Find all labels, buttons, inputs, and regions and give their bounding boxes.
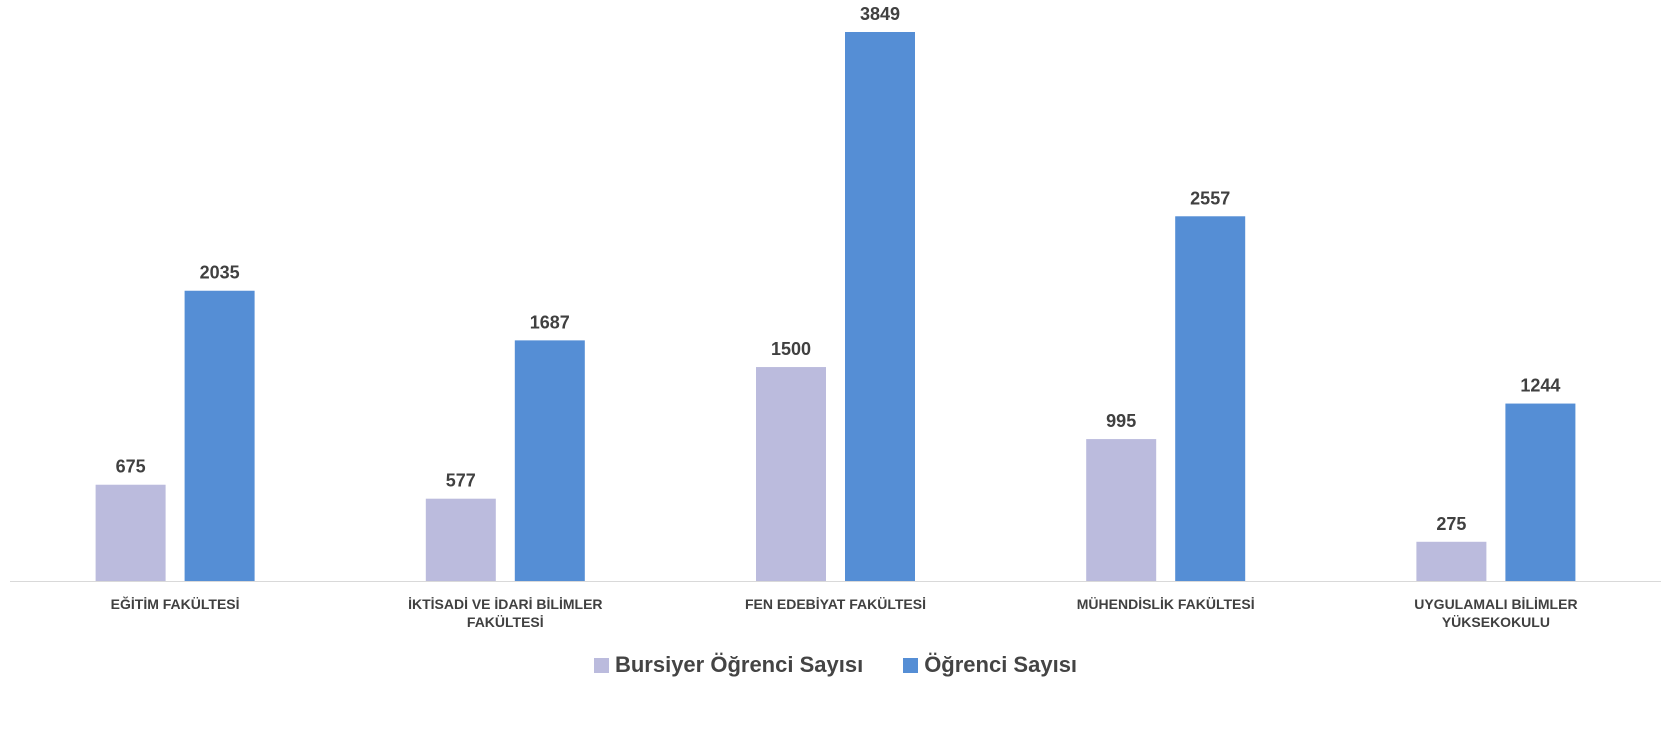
bar-bursiyer-3 (756, 367, 826, 581)
legend-swatch-bursiyer (593, 657, 609, 673)
data-label-bursiyer-5: 275 (1436, 514, 1466, 534)
legend-item-bursiyer: Bursiyer Öğrenci Sayısı (593, 652, 864, 678)
bar-bursiyer-2 (425, 498, 496, 581)
bar-ogrenci-5 (1505, 403, 1576, 581)
x-tick-label-2-line-1: İKTİSADİ VE İDARİ BİLİMLER (408, 596, 602, 612)
legend-swatch-ogrenci (903, 657, 919, 673)
x-tick-label-5-line-1: UYGULAMALI BİLİMLER (1414, 596, 1577, 612)
data-label-ogrenci-3: 3849 (860, 4, 900, 24)
legend-item-ogrenci: Öğrenci Sayısı (903, 652, 1077, 678)
bar-ogrenci-2 (514, 340, 585, 581)
bar-bursiyer-4 (1086, 439, 1157, 581)
x-tick-label-2-line-2: FAKÜLTESİ (467, 614, 544, 630)
x-tick-label-5-line-2: YÜKSEKOKULU (1442, 614, 1550, 630)
bar-bursiyer-5 (1416, 541, 1487, 581)
bar-ogrenci-1 (184, 290, 255, 581)
x-tick-label-3: FEN EDEBİYAT FAKÜLTESİ (745, 596, 926, 612)
bar-ogrenci-3 (845, 32, 915, 581)
data-label-bursiyer-1: 675 (116, 457, 146, 477)
bar-ogrenci-4 (1175, 216, 1246, 582)
data-label-bursiyer-3: 1500 (771, 339, 811, 359)
data-label-ogrenci-2: 1687 (530, 312, 570, 332)
data-label-bursiyer-2: 577 (446, 471, 476, 491)
data-label-ogrenci-1: 2035 (200, 263, 240, 283)
x-tick-label-1: EĞİTİM FAKÜLTESİ (111, 595, 240, 612)
data-label-bursiyer-4: 995 (1106, 411, 1136, 431)
legend-label-bursiyer: Bursiyer Öğrenci Sayısı (614, 652, 864, 677)
data-label-ogrenci-5: 1244 (1520, 376, 1560, 396)
x-tick-label-4: MÜHENDİSLİK FAKÜLTESİ (1077, 596, 1255, 612)
bar-bursiyer-1 (95, 484, 166, 581)
legend-label-ogrenci: Öğrenci Sayısı (924, 652, 1078, 677)
legend: Bursiyer Öğrenci Sayısı Öğrenci Sayısı (0, 652, 1671, 678)
data-label-ogrenci-4: 2557 (1190, 188, 1230, 208)
